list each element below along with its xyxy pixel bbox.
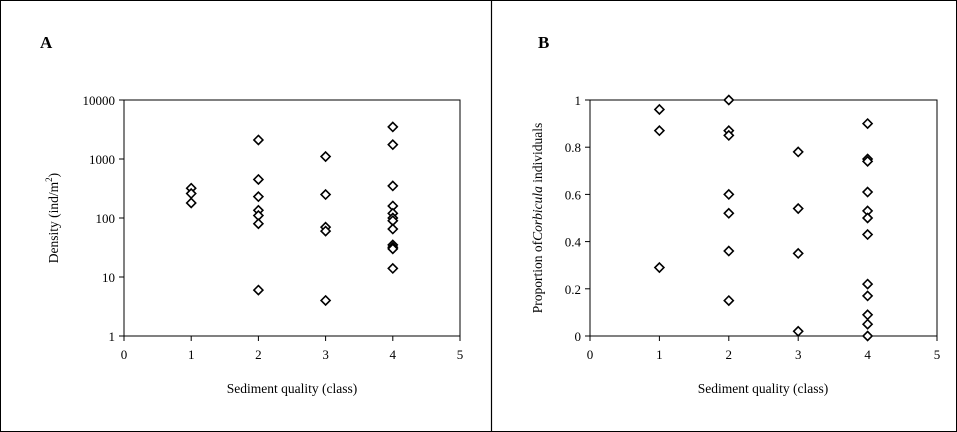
panel-b-data-point [861,278,874,290]
panel-b-y-axis-title: Proportion ofCorbicula individuals [530,123,545,314]
panel-a-data-point [319,150,332,163]
panel-b-y-tick-label: 0.6 [565,187,582,202]
panel-a-data-point [185,197,197,209]
panel-a-y-axis: 1 10 100 1000 10000 [83,93,124,344]
panel-b-data-point [792,202,804,215]
panel-a-x-axis: 0 1 2 3 4 5 [121,336,464,362]
panel-b-data-point [861,318,874,330]
panel-b-y-tick-label: 0.2 [565,282,581,297]
panel-a-x-tick-label: 5 [457,347,464,362]
panel-a-data-point [387,139,399,151]
panel-a-points [185,121,399,307]
panel-b-y-axis-title-prefix: Proportion of [530,240,545,313]
panel-b-data-point [861,290,874,302]
panel-b-y-axis-title-italic: Corbicula [530,186,545,241]
panel-b-x-axis-title: Sediment quality (class) [698,381,828,396]
panel-b-letter: B [538,33,549,52]
panel-b-x-axis: 0 1 2 3 4 5 [587,336,941,362]
panel-a-x-tick-label: 0 [121,347,128,362]
panel-b-data-point [723,94,735,106]
panel-a-y-tick-label: 1 [109,329,116,344]
panel-b-y-axis-title-suffix: individuals [530,123,545,186]
panel-a-data-point [387,121,399,133]
panel-a-y-axis-title-end: ) [46,173,61,178]
panel-a-data-point [387,262,399,275]
panel-b: B 0 1 2 3 4 5 0 0.2 0.4 0.6 0.8 1 Sediment quality… [530,33,940,396]
panel-b-x-tick-label: 4 [864,347,871,362]
panel-b-data-point [653,125,666,137]
panel-b-data-point [792,325,804,337]
panel-b-data-point [861,330,874,342]
panel-b-data-point [723,129,735,142]
panel-b-x-tick-label: 5 [934,347,941,362]
panel-b-data-point [861,309,874,321]
panel-a-y-tick-label: 10000 [83,93,116,108]
panel-b-data-point [653,261,666,274]
panel-b-plot-area [589,99,938,337]
panel-a-x-axis-title: Sediment quality (class) [227,381,357,396]
panel-b-points [653,94,874,342]
panel-b-data-point [792,146,804,158]
panel-b-y-tick-label: 0.4 [565,235,582,250]
panel-b-data-point [723,294,735,307]
panel-a-data-point [252,173,265,186]
panel-b-data-point [861,155,874,167]
panel-b-data-point [861,186,874,198]
panel-b-y-tick-label: 0 [575,329,582,344]
panel-b-y-tick-label: 0.8 [565,140,581,155]
panel-a-data-point [252,218,265,230]
panel-a-data-point [387,243,399,255]
panel-b-x-tick-label: 2 [726,347,733,362]
panel-a-data-point [252,191,265,203]
panel-b-data-point [723,207,735,219]
panel-a-y-tick-label: 10 [102,270,115,285]
panel-b-data-point [723,245,735,257]
panel-b-y-tick-label: 1 [575,93,582,108]
panel-a-y-tick-label: 100 [96,211,116,226]
panel-a-data-point [319,188,332,201]
panel-a-data-point [252,284,265,296]
panel-b-y-axis: 0 0.2 0.4 0.6 0.8 1 [565,93,590,344]
panel-a-letter: A [40,33,53,52]
panel-a-data-point [252,134,265,146]
panel-b-data-point [861,212,874,224]
panel-a-y-axis-title-superscript: 2 [44,177,54,182]
panel-a-data-point [387,180,399,192]
panel-b-data-point [861,228,874,241]
panel-a-data-point [319,225,332,237]
panel-a-x-tick-label: 4 [390,347,397,362]
panel-b-data-point [792,247,804,260]
panel-b-x-tick-label: 3 [795,347,802,362]
panel-a-data-point [387,223,399,235]
panel-a-y-tick-label: 1000 [89,152,115,167]
panel-a-x-tick-label: 3 [322,347,329,362]
panel-b-data-point [723,188,735,201]
panel-a-x-tick-label: 2 [255,347,262,362]
panel-a-y-axis-title-main: Density (ind/m [46,181,61,263]
panel-a-data-point [319,294,332,307]
panel-b-x-tick-label: 0 [587,347,594,362]
panel-a-plot-area [123,99,461,337]
panel-b-data-point [861,117,874,130]
panel-b-x-tick-label: 1 [656,347,663,362]
panel-a-y-axis-title: Density (ind/m2) [44,173,61,263]
panel-a-x-tick-label: 1 [188,347,195,362]
panel-b-data-point [653,103,666,116]
